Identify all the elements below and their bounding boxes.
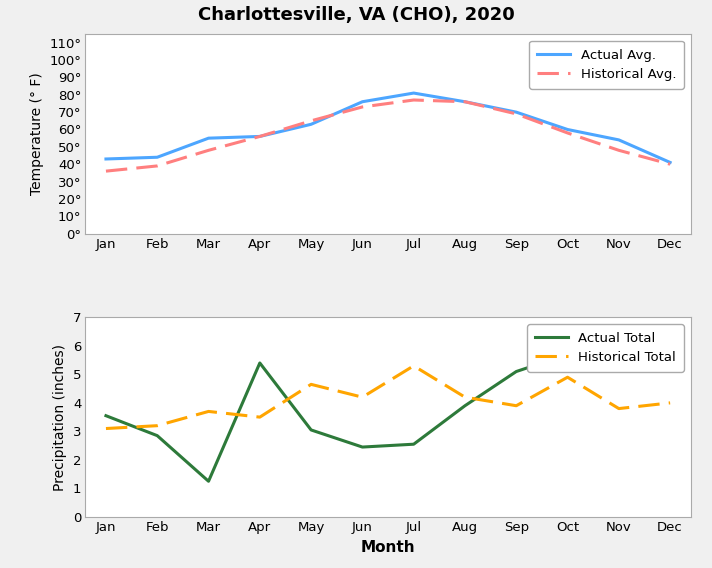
Historical Total [614,405,623,412]
Historical Avg. [563,130,572,136]
Historical Avg. [512,110,520,117]
Actual Total [358,444,367,450]
Actual Avg. [563,126,572,133]
Actual Total [512,368,520,375]
Actual Total [409,441,418,448]
Legend: Actual Total, Historical Total: Actual Total, Historical Total [527,324,684,372]
Actual Total [307,427,315,433]
Legend: Actual Avg., Historical Avg.: Actual Avg., Historical Avg. [529,41,684,89]
Historical Avg. [358,103,367,110]
Actual Avg. [256,133,264,140]
Historical Total [666,399,674,406]
Historical Total [256,414,264,420]
Historical Total [461,394,469,400]
Text: Charlottesville, VA (CHO), 2020: Charlottesville, VA (CHO), 2020 [198,6,514,24]
Historical Avg. [102,168,110,174]
Actual Total [461,402,469,409]
Historical Avg. [461,98,469,105]
Actual Avg. [666,159,674,166]
Actual Avg. [461,98,469,105]
Actual Avg. [409,90,418,97]
X-axis label: Month: Month [361,540,415,554]
Line: Historical Total: Historical Total [106,366,670,428]
Historical Total [563,374,572,381]
Actual Total [102,412,110,419]
Actual Total [614,349,623,356]
Historical Total [204,408,213,415]
Y-axis label: Temperature (° F): Temperature (° F) [30,73,43,195]
Historical Total [358,394,367,400]
Actual Total [563,351,572,358]
Actual Avg. [614,136,623,143]
Line: Actual Avg.: Actual Avg. [106,93,670,162]
Historical Total [409,362,418,369]
Actual Avg. [102,156,110,162]
Actual Avg. [204,135,213,141]
Actual Total [666,365,674,372]
Actual Avg. [358,98,367,105]
Historical Avg. [614,147,623,154]
Historical Avg. [204,147,213,154]
Historical Total [307,381,315,388]
Historical Avg. [409,97,418,103]
Line: Historical Avg.: Historical Avg. [106,100,670,171]
Line: Actual Total: Actual Total [106,353,670,481]
Y-axis label: Precipitation (inches): Precipitation (inches) [53,344,67,491]
Historical Total [512,402,520,409]
Actual Avg. [153,154,162,161]
Actual Total [153,432,162,439]
Historical Total [102,425,110,432]
Actual Avg. [512,108,520,115]
Historical Avg. [153,162,162,169]
Actual Avg. [307,121,315,128]
Historical Avg. [307,118,315,124]
Historical Avg. [256,133,264,140]
Historical Total [153,422,162,429]
Historical Avg. [666,161,674,168]
Actual Total [204,478,213,485]
Actual Total [256,360,264,366]
